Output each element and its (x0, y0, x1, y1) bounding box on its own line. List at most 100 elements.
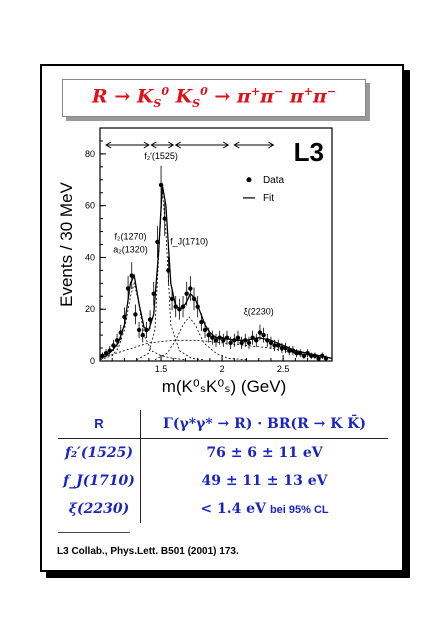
data-point (298, 351, 303, 356)
header-resonance: R (94, 416, 104, 431)
width-value-cell: 49 ± 11 ± 13 eV (141, 467, 389, 495)
reaction-title: R → KS0 KS0 → π+π− π+π− (91, 85, 337, 111)
peak-annotation: f₂(1270) (115, 231, 147, 241)
data-point (158, 182, 164, 188)
header-width: Γ(γ*γ* → R) · BR(R → K K̄) (140, 410, 388, 439)
table-header-row: R Γ(γ*γ* → R) · BR(R → K K̄) (58, 410, 388, 439)
data-point (235, 335, 241, 340)
data-point (166, 268, 171, 273)
data-point (250, 335, 255, 340)
data-point (228, 340, 233, 346)
data-point (195, 304, 200, 309)
data-point (147, 317, 153, 322)
x-tick-label: 2 (220, 364, 225, 374)
data-point (140, 332, 145, 338)
data-point (136, 327, 142, 333)
y-tick-label: 0 (90, 356, 95, 366)
data-point (283, 345, 288, 351)
width-value: < 1.4 eV (200, 501, 266, 517)
width-value-cell: < 1.4 eV bei 95% CL (141, 495, 389, 523)
data-point (114, 338, 120, 343)
width-value: 76 ± 6 ± 11 eV (206, 445, 323, 461)
data-point (155, 239, 160, 245)
data-point (173, 304, 178, 309)
data-point (122, 314, 127, 320)
range-arrow-head (233, 141, 240, 149)
range-arrow-head (174, 141, 181, 149)
width-value-cell: 76 ± 6 ± 11 eV (141, 439, 389, 468)
resonance-name: ξ(2230) (58, 495, 141, 523)
data-point (144, 327, 149, 333)
results-table: R Γ(γ*γ* → R) · BR(R → K K̄) f₂′(1525) 76… (58, 410, 388, 523)
table-row: f₂′(1525) 76 ± 6 ± 11 eV (58, 438, 389, 468)
range-arrow-head (222, 141, 230, 149)
confidence-note: bei 95% CL (269, 504, 329, 516)
data-point (268, 340, 274, 346)
data-point (279, 345, 285, 351)
y-tick-label: 40 (85, 252, 95, 262)
component-curve (154, 316, 247, 361)
legend-fit-label: Fit (263, 193, 274, 204)
data-point (162, 216, 167, 221)
range-arrow-head (143, 141, 150, 149)
data-point (169, 296, 175, 302)
data-point (301, 353, 307, 359)
data-point (243, 338, 248, 343)
title-box: R → KS0 KS0 → π+π− π+π− (62, 79, 366, 117)
peak-annotation: ξ(2230) (244, 306, 274, 316)
data-point (272, 343, 277, 348)
data-point (100, 353, 105, 359)
data-point (316, 356, 321, 361)
data-point (294, 351, 299, 356)
data-point (111, 343, 116, 348)
y-tick-label: 60 (85, 201, 95, 211)
legend-data-marker (246, 177, 252, 183)
width-value: 49 ± 11 ± 13 eV (201, 473, 328, 489)
reference-citation: L3 Collab., Phys.Lett. B501 (2001) 173. (57, 546, 239, 557)
table-row: f_J(1710) 49 ± 11 ± 13 eV (58, 467, 388, 495)
range-arrow-head (105, 141, 112, 149)
data-point (320, 353, 325, 359)
range-arrow-head (168, 141, 175, 149)
data-point (177, 307, 182, 312)
component-curve (99, 281, 186, 361)
data-point (191, 296, 197, 302)
y-tick-label: 80 (85, 149, 95, 159)
range-arrow-head (150, 141, 157, 149)
y-tick-label: 20 (85, 304, 95, 314)
data-point (323, 356, 329, 361)
data-point (309, 353, 314, 359)
footnote-divider (58, 532, 130, 533)
data-point (312, 353, 318, 359)
data-point (118, 330, 123, 335)
table-row: ξ(2230) < 1.4 eV bei 95% CL (58, 495, 388, 523)
data-point (210, 335, 215, 340)
data-point (206, 332, 211, 338)
peak-annotation: f_J(1710) (170, 237, 208, 247)
data-point (199, 319, 204, 325)
data-point (180, 304, 186, 309)
data-point (213, 338, 219, 343)
data-point (107, 348, 112, 353)
data-point (184, 291, 189, 296)
experiment-label: L3 (294, 137, 324, 167)
data-point (221, 338, 226, 343)
data-point (287, 348, 292, 353)
data-point (202, 327, 208, 333)
data-point (224, 335, 230, 340)
data-point (276, 343, 281, 348)
data-point (232, 338, 237, 343)
data-point (305, 351, 310, 356)
x-tick-label: 1.5 (155, 364, 168, 374)
peak-annotation: a₂(1320) (113, 244, 148, 254)
data-point (188, 286, 193, 291)
component-curve (136, 190, 204, 361)
component-curve (99, 339, 333, 359)
data-point (103, 351, 109, 356)
data-point (125, 286, 131, 291)
fit-curve (99, 184, 333, 360)
data-point (129, 273, 134, 278)
data-point (246, 340, 252, 346)
data-point (239, 340, 244, 346)
